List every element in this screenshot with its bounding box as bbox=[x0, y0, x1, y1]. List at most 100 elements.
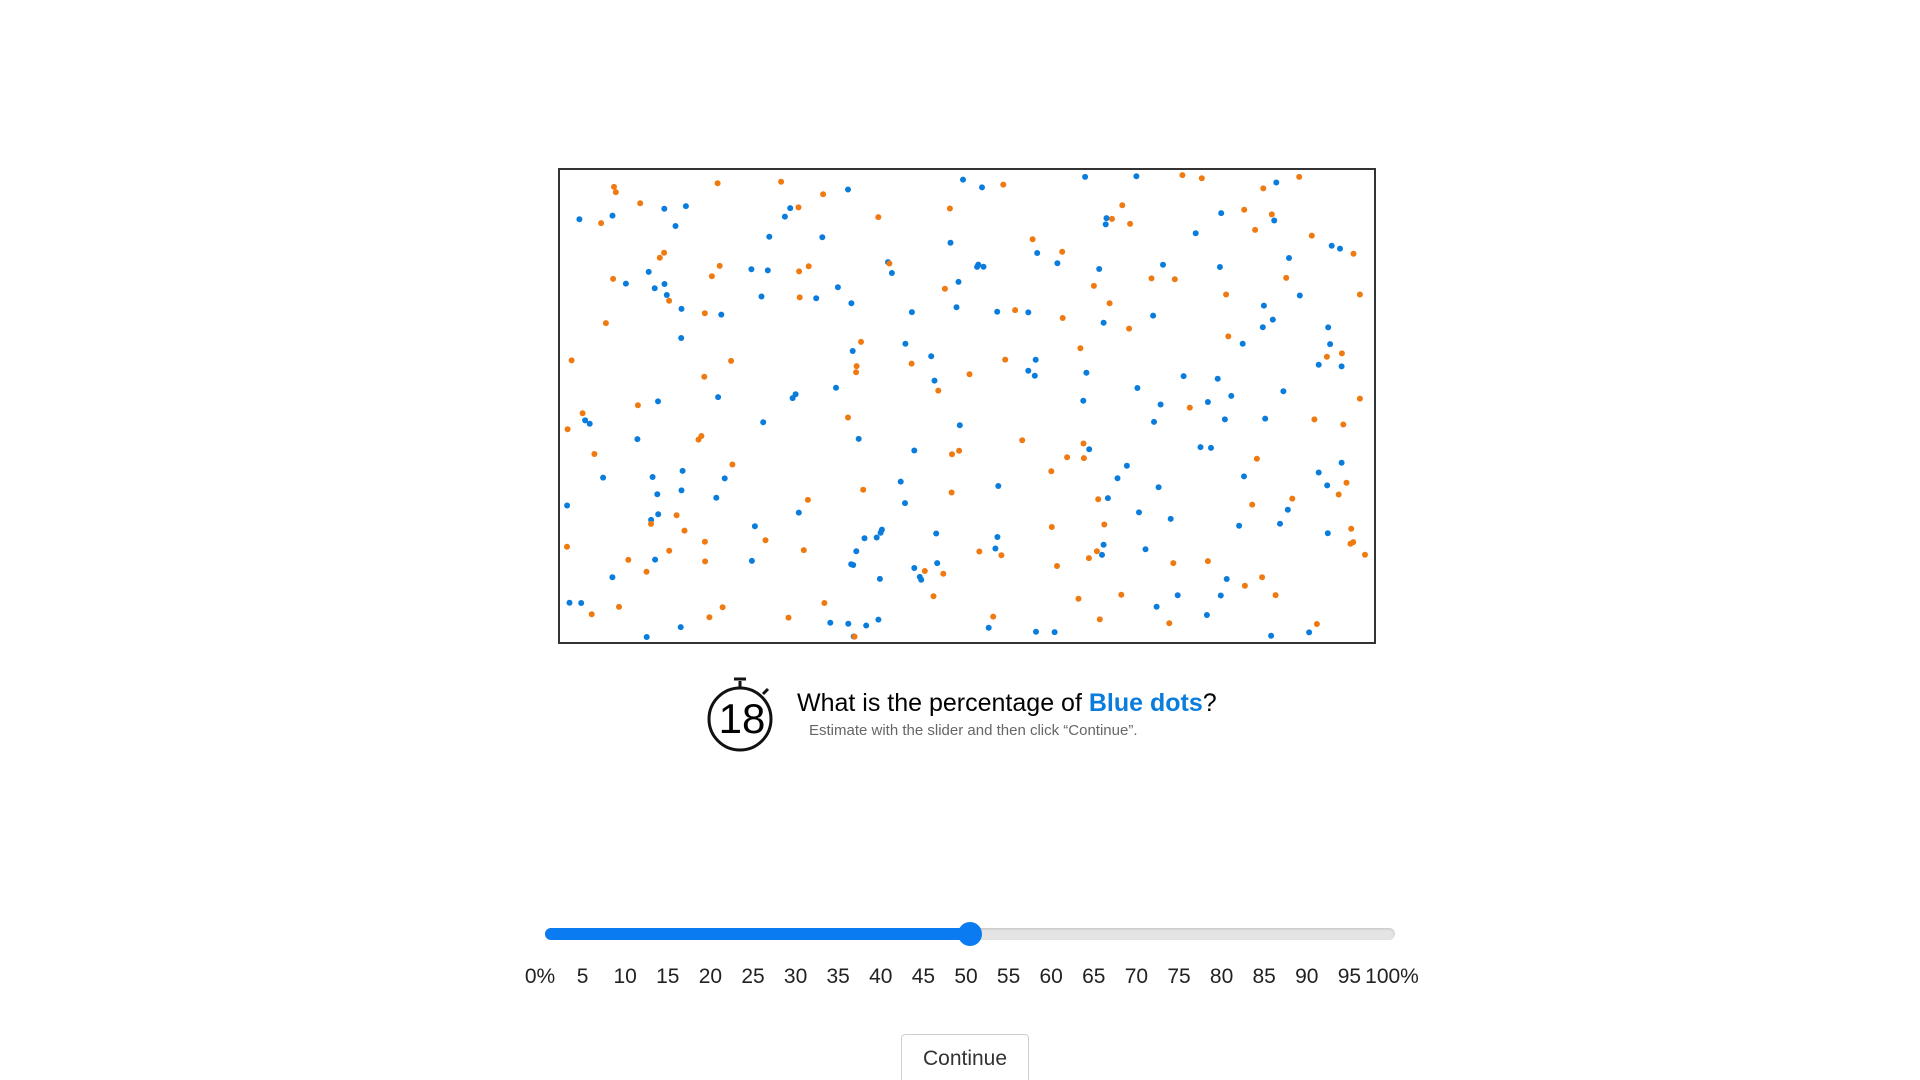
blue-dot bbox=[908, 309, 915, 316]
blue-dot bbox=[1033, 628, 1039, 635]
blue-dot bbox=[848, 300, 855, 307]
blue-dot bbox=[766, 233, 773, 240]
orange-dot bbox=[564, 426, 571, 433]
tick-label: 85 bbox=[1252, 965, 1276, 988]
timer: 18 bbox=[705, 673, 779, 753]
orange-dot bbox=[1350, 250, 1357, 257]
orange-dot bbox=[1308, 232, 1315, 239]
blue-dot bbox=[1221, 416, 1228, 423]
blue-dot bbox=[1100, 319, 1107, 326]
orange-dot bbox=[602, 320, 609, 327]
instructions: Estimate with the slider and then click … bbox=[809, 721, 1138, 739]
orange-dot bbox=[714, 180, 721, 187]
tick-label: 50 bbox=[954, 965, 978, 988]
blue-dot bbox=[1192, 230, 1199, 237]
blue-dot bbox=[1328, 242, 1335, 249]
blue-dot bbox=[679, 467, 686, 474]
blue-dot bbox=[1268, 632, 1275, 639]
tick-label: 15 bbox=[656, 965, 680, 988]
blue-dot bbox=[678, 335, 685, 341]
orange-dot bbox=[616, 603, 622, 610]
question-suffix: ? bbox=[1202, 688, 1217, 717]
tick-label: 75 bbox=[1167, 965, 1191, 988]
orange-dot bbox=[1241, 582, 1248, 589]
orange-dot bbox=[796, 294, 803, 301]
blue-dot bbox=[1096, 266, 1103, 272]
blue-dot bbox=[861, 535, 868, 542]
blue-dot bbox=[1150, 312, 1157, 319]
continue-button[interactable]: Continue bbox=[901, 1034, 1029, 1080]
blue-dot bbox=[649, 474, 656, 480]
blue-dot bbox=[850, 562, 857, 568]
orange-dot bbox=[1343, 479, 1350, 486]
blue-dot bbox=[1324, 482, 1331, 489]
blue-dot bbox=[1337, 245, 1343, 252]
blue-dot bbox=[833, 384, 839, 391]
blue-dot bbox=[888, 270, 895, 276]
blue-dot bbox=[1142, 546, 1149, 553]
blue-dot bbox=[721, 475, 728, 482]
blue-dot bbox=[902, 340, 909, 347]
blue-dot bbox=[955, 278, 962, 285]
blue-dot bbox=[1306, 629, 1313, 636]
blue-dot bbox=[678, 305, 685, 312]
orange-dot bbox=[1085, 555, 1092, 562]
blue-dot bbox=[1271, 217, 1278, 224]
blue-dot bbox=[873, 534, 880, 541]
blue-dot bbox=[651, 285, 658, 292]
blue-dot bbox=[956, 422, 963, 429]
orange-dot bbox=[778, 178, 785, 185]
blue-dot bbox=[975, 261, 982, 268]
blue-dot bbox=[718, 311, 725, 318]
blue-dot bbox=[897, 478, 904, 485]
blue-dot bbox=[713, 494, 720, 501]
orange-dot bbox=[908, 360, 915, 367]
orange-dot bbox=[698, 433, 705, 439]
blue-dot bbox=[1025, 309, 1032, 316]
orange-dot bbox=[1340, 421, 1347, 428]
blue-dot bbox=[934, 560, 941, 567]
blue-dot bbox=[928, 353, 935, 360]
orange-dot bbox=[1101, 521, 1108, 528]
orange-dot bbox=[1268, 211, 1275, 218]
blue-dot bbox=[1216, 264, 1223, 270]
orange-dot bbox=[1204, 558, 1211, 565]
slider-thumb[interactable] bbox=[958, 922, 982, 946]
orange-dot bbox=[637, 200, 644, 207]
blue-dot bbox=[1262, 415, 1269, 422]
blue-dot bbox=[1080, 397, 1087, 404]
tick-label: 0% bbox=[524, 965, 556, 988]
orange-dot bbox=[666, 297, 673, 304]
question: What is the percentage of Blue dots? Est… bbox=[797, 688, 1217, 739]
blue-dot bbox=[758, 293, 765, 300]
blue-dot bbox=[1214, 375, 1221, 382]
blue-dot bbox=[875, 616, 882, 623]
blue-dot bbox=[1324, 530, 1331, 537]
blue-dot bbox=[1157, 401, 1164, 408]
blue-dot bbox=[813, 295, 820, 302]
blue-dot bbox=[789, 395, 796, 402]
blue-dot bbox=[655, 398, 661, 405]
blue-dot bbox=[1208, 444, 1214, 451]
orange-dot bbox=[851, 633, 858, 640]
orange-dot bbox=[990, 613, 997, 620]
blue-dot bbox=[748, 266, 755, 273]
orange-dot bbox=[1356, 395, 1363, 402]
orange-dot bbox=[1109, 215, 1115, 222]
blue-dot bbox=[652, 556, 659, 563]
orange-dot bbox=[1198, 175, 1205, 182]
blue-dot bbox=[1151, 418, 1157, 425]
blue-dot bbox=[1051, 629, 1058, 636]
blue-dot bbox=[748, 557, 755, 564]
orange-dot bbox=[820, 191, 827, 198]
orange-dot bbox=[976, 548, 983, 555]
blue-dot bbox=[902, 500, 908, 507]
blue-dot bbox=[634, 436, 641, 443]
blue-dot bbox=[578, 600, 585, 606]
orange-dot bbox=[1289, 495, 1296, 502]
percentage-slider[interactable] bbox=[545, 918, 1395, 950]
orange-dot bbox=[1106, 300, 1113, 307]
tick-label: 95 bbox=[1337, 965, 1362, 988]
orange-dot bbox=[1225, 333, 1232, 340]
orange-dot bbox=[1118, 591, 1125, 598]
